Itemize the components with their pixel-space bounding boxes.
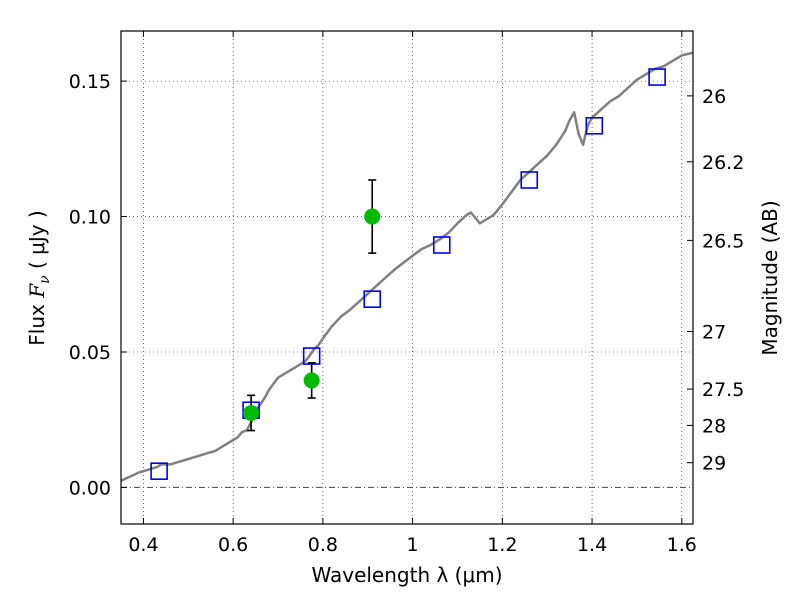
y-tick-label: 0.05 — [69, 342, 111, 364]
y-axis-label: Flux Fν ( μJy ) — [25, 210, 53, 345]
photometry-square-marker — [585, 117, 604, 135]
y2-tick-label: 26.2 — [702, 152, 744, 174]
photometry-square-marker — [432, 236, 451, 254]
y2-tick-label: 28 — [702, 415, 726, 437]
spectrum-line — [120, 51, 694, 482]
y-tick-label: 0.10 — [69, 207, 111, 229]
observed-flux-point — [243, 404, 260, 421]
observed-flux-point — [303, 372, 320, 389]
y2-tick-label: 26 — [702, 86, 726, 108]
y-tick-label: 0.15 — [69, 71, 111, 93]
observed-flux-point — [364, 208, 381, 225]
photometry-square-marker — [520, 171, 539, 189]
markers — [150, 68, 666, 480]
photometry-square-marker — [363, 290, 382, 308]
x-tick-label: 0.4 — [128, 534, 158, 556]
y-tick-label: 0.00 — [69, 477, 111, 499]
x-tick-label: 1.6 — [667, 534, 697, 556]
y2-axis-label: Magnitude (AB) — [758, 200, 782, 355]
x-tick-label: 0.8 — [308, 534, 338, 556]
y2-tick-label: 27.5 — [702, 379, 744, 401]
photometry-square-marker — [648, 68, 666, 86]
y2-tick-label: 29 — [702, 453, 726, 475]
photometry-square-marker — [150, 462, 168, 480]
x-axis-label: Wavelength λ (μm) — [311, 563, 502, 587]
y2-tick-label: 27 — [702, 322, 726, 344]
x-tick-label: 0.6 — [218, 534, 248, 556]
x-tick-label: 1.4 — [577, 534, 607, 556]
x-tick-label: 1.2 — [487, 534, 517, 556]
grid — [121, 31, 693, 524]
y2-tick-label: 26.5 — [702, 230, 744, 252]
ticks: 0.4 0.6 0.8 1 1.2 1.4 1.6 0.00 0.05 0.10 0.15 26 26.… — [69, 31, 744, 556]
plot-frame — [120, 30, 694, 525]
x-tick-label: 1 — [407, 534, 419, 556]
